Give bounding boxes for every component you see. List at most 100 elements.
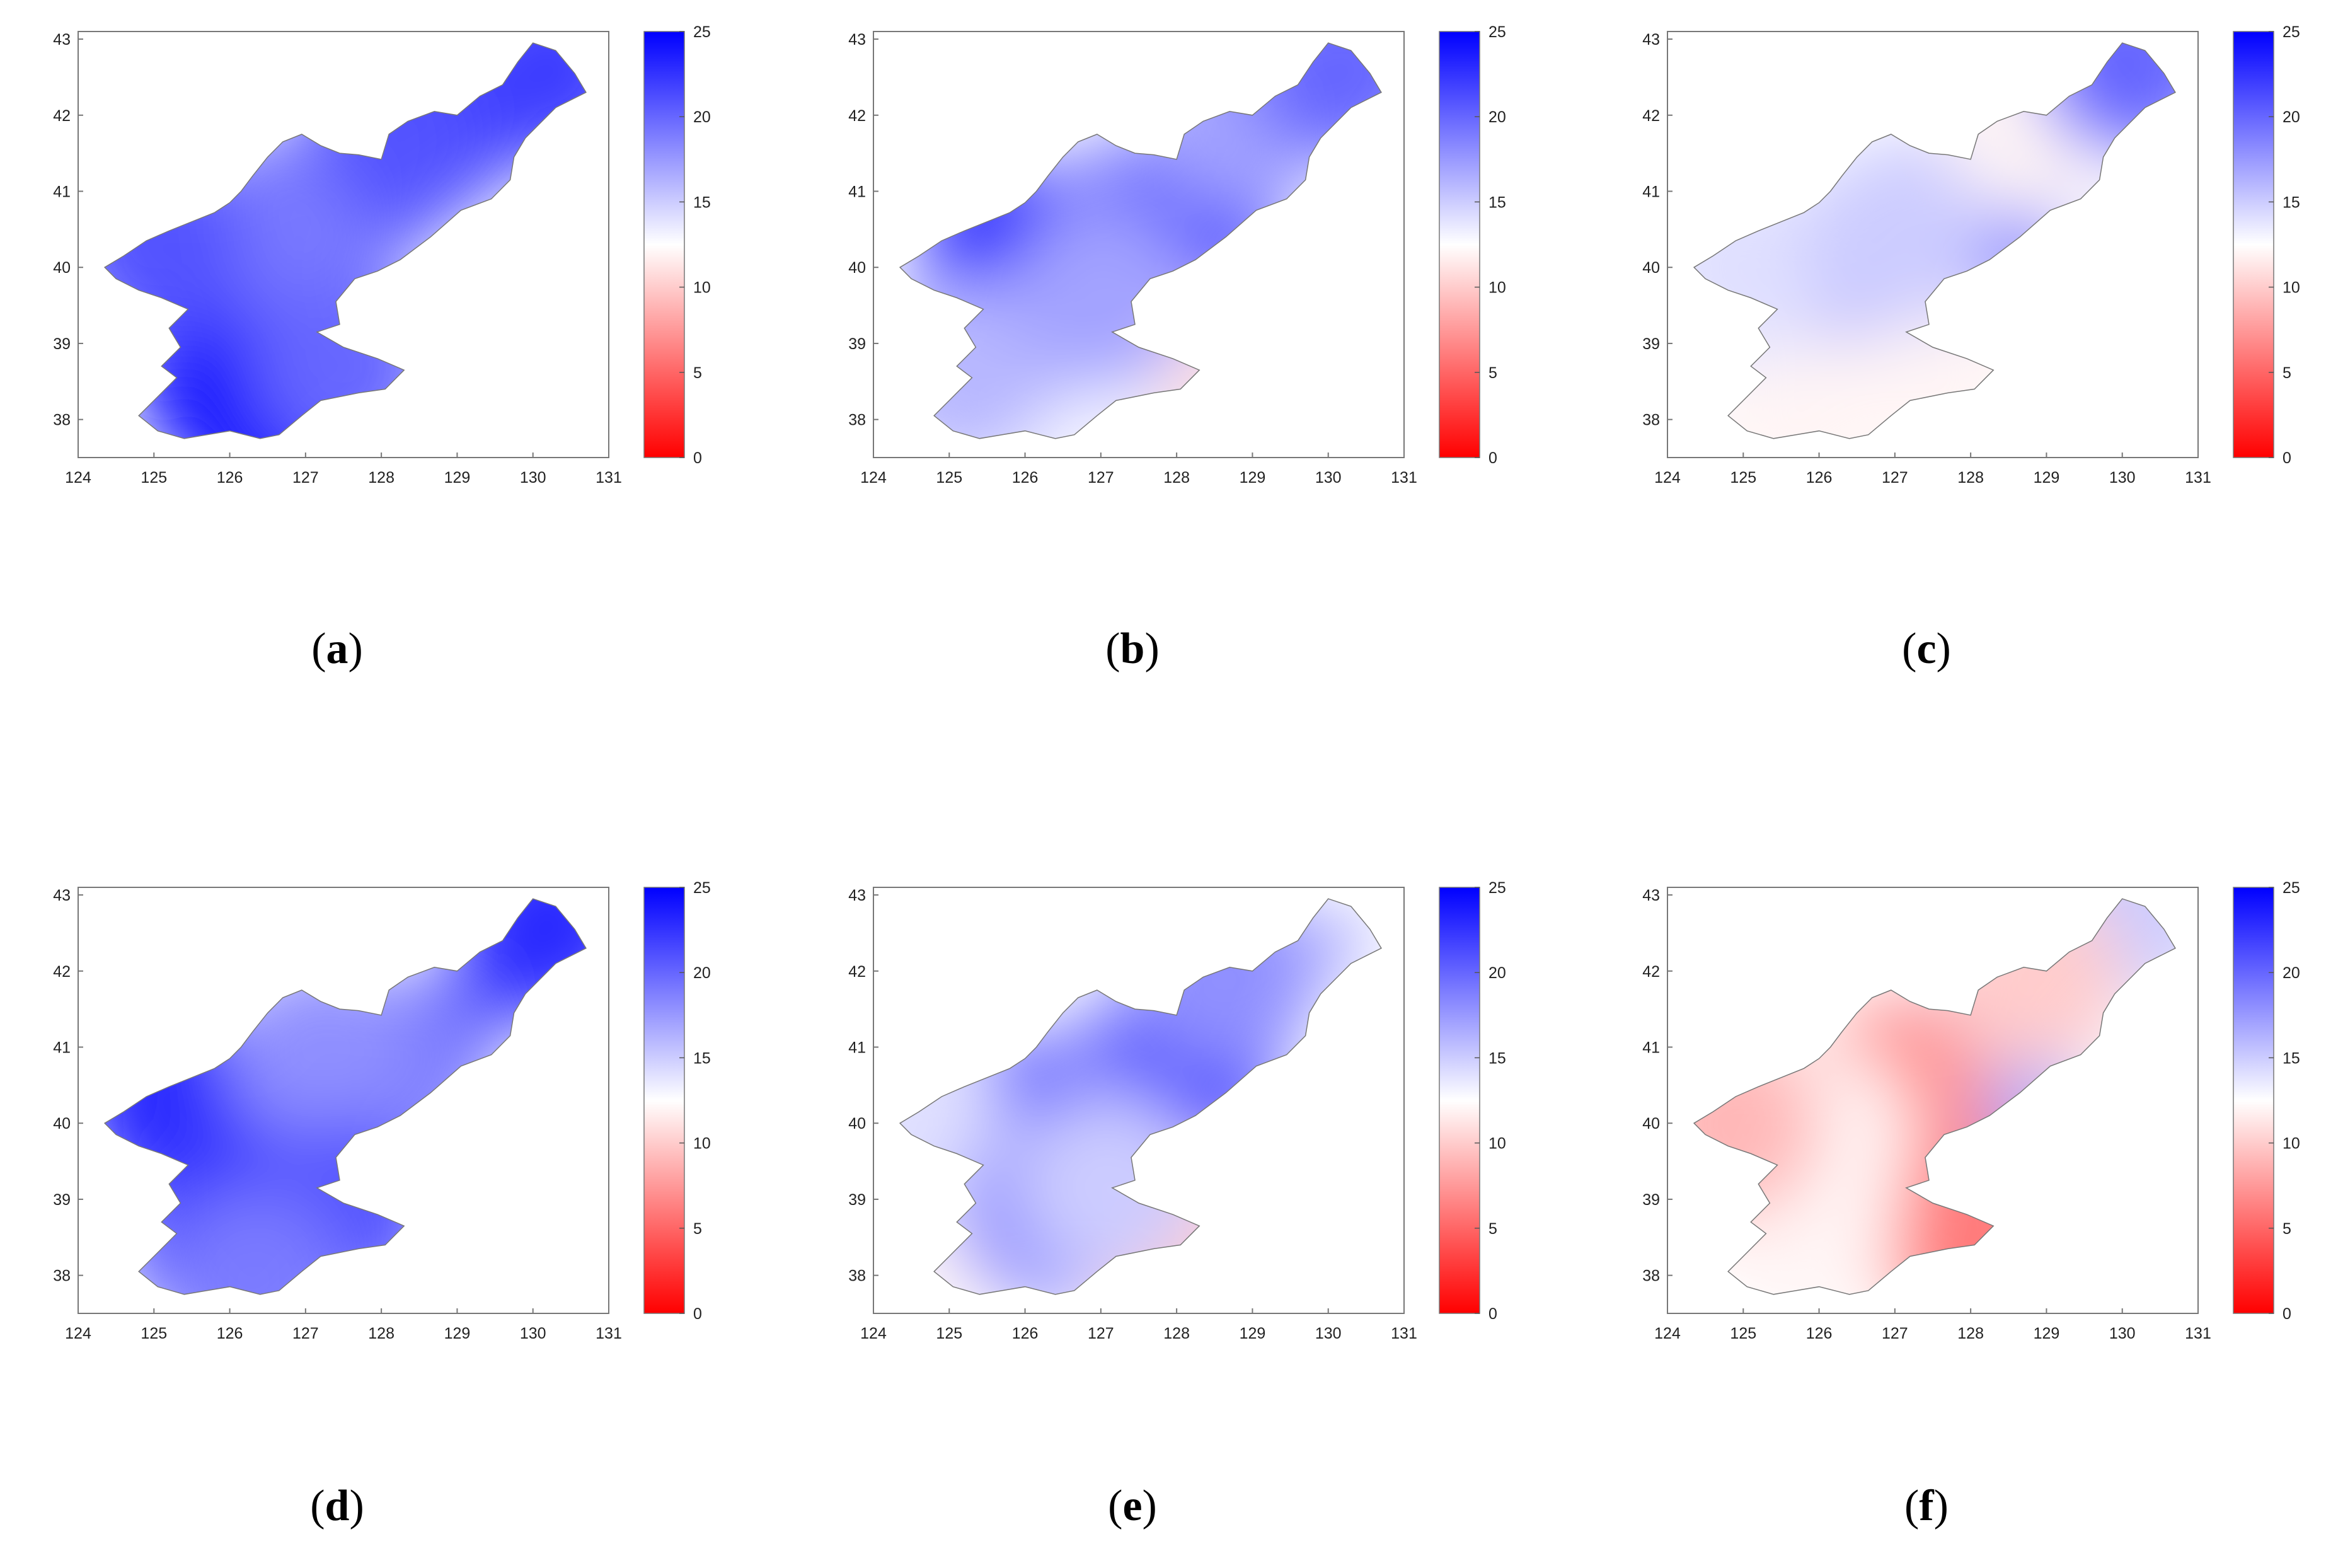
colorbar-tick-label: 15	[1488, 1049, 1506, 1067]
x-tick-label: 125	[1730, 1325, 1756, 1342]
y-tick-label: 38	[53, 1267, 71, 1285]
x-tick-label: 129	[2034, 469, 2060, 487]
colorbar-tick-label: 25	[2283, 879, 2300, 897]
y-tick-label: 42	[53, 107, 71, 125]
field-layer	[1694, 43, 2175, 439]
y-tick-label: 39	[53, 335, 71, 353]
y-tick-label: 43	[848, 887, 866, 904]
y-tick-label: 43	[848, 31, 866, 49]
colorbar-tick-label: 10	[693, 1135, 711, 1153]
y-tick-label: 43	[53, 31, 71, 49]
x-tick-label: 129	[2034, 1325, 2060, 1342]
colorbar-tick-label: 0	[1488, 1305, 1497, 1323]
colorbar-tick-label: 10	[2283, 279, 2300, 297]
x-tick-label: 125	[936, 469, 962, 487]
colorbar-tick-label: 0	[2283, 449, 2291, 467]
y-tick-label: 39	[1642, 335, 1660, 353]
x-tick-label: 129	[444, 1325, 471, 1342]
colorbar-tick-label: 5	[693, 364, 702, 382]
map-svg: 124 125 126 127 128 129 130 131 38 39 40 41 42 43 0 5 10…	[1642, 879, 2300, 1342]
colorbar	[643, 31, 685, 458]
x-tick-label: 130	[1315, 469, 1342, 487]
x-tick-label: 128	[1957, 1325, 1984, 1342]
x-tick-label: 128	[368, 1325, 394, 1342]
x-tick-label: 129	[1240, 1325, 1266, 1342]
map-svg: 124 125 126 127 128 129 130 131 38 39 40 41 42 43 0 5 10…	[53, 879, 711, 1342]
country-outline	[1693, 42, 2176, 439]
x-tick-label: 125	[141, 469, 167, 487]
x-tick-label: 124	[65, 1325, 91, 1342]
y-tick-label: 40	[848, 259, 866, 277]
x-tick-label: 131	[2185, 469, 2211, 487]
colorbar-tick-label: 10	[2283, 1135, 2300, 1153]
y-tick-label: 39	[53, 1191, 71, 1209]
map-panel-c: 124 125 126 127 128 129 130 131 38 39 40 41 42 43 0 5 10…	[1589, 0, 2300, 630]
map-panel-d: 124 125 126 127 128 129 130 131 38 39 40 41 42 43 0 5 10…	[0, 856, 711, 1486]
colorbar	[1439, 887, 1480, 1314]
map-panel-f: 124 125 126 127 128 129 130 131 38 39 40 41 42 43 0 5 10…	[1589, 856, 2300, 1486]
y-tick-label: 38	[53, 412, 71, 429]
colorbar	[1439, 31, 1480, 458]
y-tick-label: 40	[848, 1115, 866, 1133]
colorbar	[2233, 887, 2274, 1314]
map-svg: 124 125 126 127 128 129 130 131 38 39 40 41 42 43 0 5 10…	[53, 23, 711, 487]
y-tick-label: 40	[1642, 1115, 1660, 1133]
y-tick-label: 41	[848, 183, 866, 201]
x-tick-label: 128	[1163, 1325, 1190, 1342]
colorbar-tick-label: 15	[1488, 193, 1506, 211]
y-tick-label: 43	[1642, 31, 1660, 49]
x-tick-label: 126	[1806, 469, 1833, 487]
map-svg: 124 125 126 127 128 129 130 131 38 39 40 41 42 43 0 5 10…	[1642, 23, 2300, 487]
colorbar	[2233, 31, 2274, 458]
x-tick-label: 131	[2185, 1325, 2211, 1342]
colorbar-tick-label: 5	[693, 1220, 702, 1238]
x-tick-label: 127	[1088, 1325, 1114, 1342]
x-tick-label: 129	[444, 469, 471, 487]
x-tick-label: 124	[1654, 469, 1681, 487]
country-outline	[899, 898, 1382, 1295]
y-tick-label: 41	[53, 183, 71, 201]
y-tick-label: 42	[848, 963, 866, 981]
colorbar-tick-label: 25	[1488, 23, 1506, 41]
colorbar-tick-label: 10	[693, 279, 711, 297]
colorbar-tick-label: 0	[693, 1305, 702, 1323]
country-outline	[899, 42, 1382, 439]
x-tick-label: 126	[1806, 1325, 1833, 1342]
colorbar-tick-label: 15	[693, 193, 711, 211]
colorbar-tick-label: 10	[1488, 1135, 1506, 1153]
colorbar-tick-label: 5	[1488, 364, 1497, 382]
colorbar	[643, 887, 685, 1314]
panel-caption: (c)	[1902, 625, 1951, 673]
x-tick-label: 124	[860, 1325, 887, 1342]
y-tick-label: 38	[1642, 412, 1660, 429]
country-outline	[103, 898, 587, 1295]
colorbar-tick-label: 25	[1488, 879, 1506, 897]
y-tick-label: 38	[848, 412, 866, 429]
country-outline	[1693, 898, 2176, 1295]
colorbar-tick-label: 5	[1488, 1220, 1497, 1238]
panel-caption: (e)	[1108, 1482, 1157, 1530]
y-tick-label: 39	[848, 335, 866, 353]
colorbar-tick-label: 25	[693, 23, 711, 41]
x-tick-label: 130	[2109, 469, 2136, 487]
colorbar-tick-label: 0	[2283, 1305, 2291, 1323]
colorbar-tick-label: 20	[1488, 964, 1506, 982]
y-tick-label: 39	[1642, 1191, 1660, 1209]
colorbar-tick-label: 10	[1488, 279, 1506, 297]
y-tick-label: 42	[848, 107, 866, 125]
map-svg: 124 125 126 127 128 129 130 131 38 39 40 41 42 43 0 5 10…	[848, 879, 1506, 1342]
x-tick-label: 127	[292, 469, 319, 487]
field-anomaly	[158, 1188, 347, 1294]
x-tick-label: 130	[2109, 1325, 2136, 1342]
colorbar-tick-label: 25	[693, 879, 711, 897]
colorbar-tick-label: 0	[1488, 449, 1497, 467]
y-tick-label: 41	[1642, 183, 1660, 201]
x-tick-label: 128	[368, 469, 394, 487]
y-tick-label: 38	[848, 1267, 866, 1285]
x-tick-label: 131	[1391, 469, 1417, 487]
colorbar-tick-label: 15	[2283, 193, 2300, 211]
x-tick-label: 125	[1730, 469, 1756, 487]
colorbar-tick-label: 5	[2283, 1220, 2291, 1238]
x-tick-label: 129	[1240, 469, 1266, 487]
y-tick-label: 40	[1642, 259, 1660, 277]
